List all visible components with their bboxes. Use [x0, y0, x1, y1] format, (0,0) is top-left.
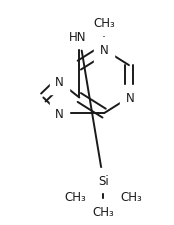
Text: CH₃: CH₃ [64, 191, 86, 203]
Text: N: N [55, 107, 64, 120]
Text: CH₃: CH₃ [121, 191, 142, 203]
Text: N: N [100, 44, 109, 57]
Text: HN: HN [69, 30, 86, 43]
Text: N: N [55, 76, 64, 89]
Text: CH₃: CH₃ [93, 17, 115, 30]
Text: CH₃: CH₃ [92, 205, 114, 218]
Text: Si: Si [98, 174, 109, 187]
Text: N: N [125, 92, 134, 105]
